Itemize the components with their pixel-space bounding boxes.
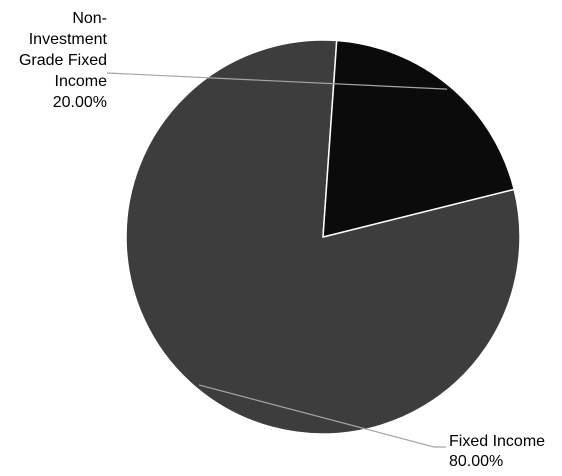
labels-layer: Fixed Income 80.00% Non- Investment Grade Fi… <box>19 10 545 470</box>
data-label-line: Non- <box>72 10 107 27</box>
leaders-layer <box>106 72 448 448</box>
slices-layer <box>125 39 521 435</box>
pie-slice-fixed-income <box>125 39 521 435</box>
data-label-line: 80.00% <box>449 453 503 470</box>
leader-line-non-investment-grade <box>106 72 448 90</box>
data-label-line: Investment <box>29 31 108 48</box>
data-label-non-investment-grade: Non- Investment Grade Fixed Income 20.00% <box>19 10 108 111</box>
data-label-line: Income <box>55 73 108 90</box>
data-label-line: Grade Fixed <box>19 52 107 69</box>
data-label-line: 20.00% <box>53 94 107 111</box>
leader-line-fixed-income <box>198 384 446 448</box>
pie-slice-non-investment-grade <box>322 39 515 238</box>
data-label-fixed-income: Fixed Income 80.00% <box>449 433 545 470</box>
data-label-line: Fixed Income <box>449 433 545 450</box>
